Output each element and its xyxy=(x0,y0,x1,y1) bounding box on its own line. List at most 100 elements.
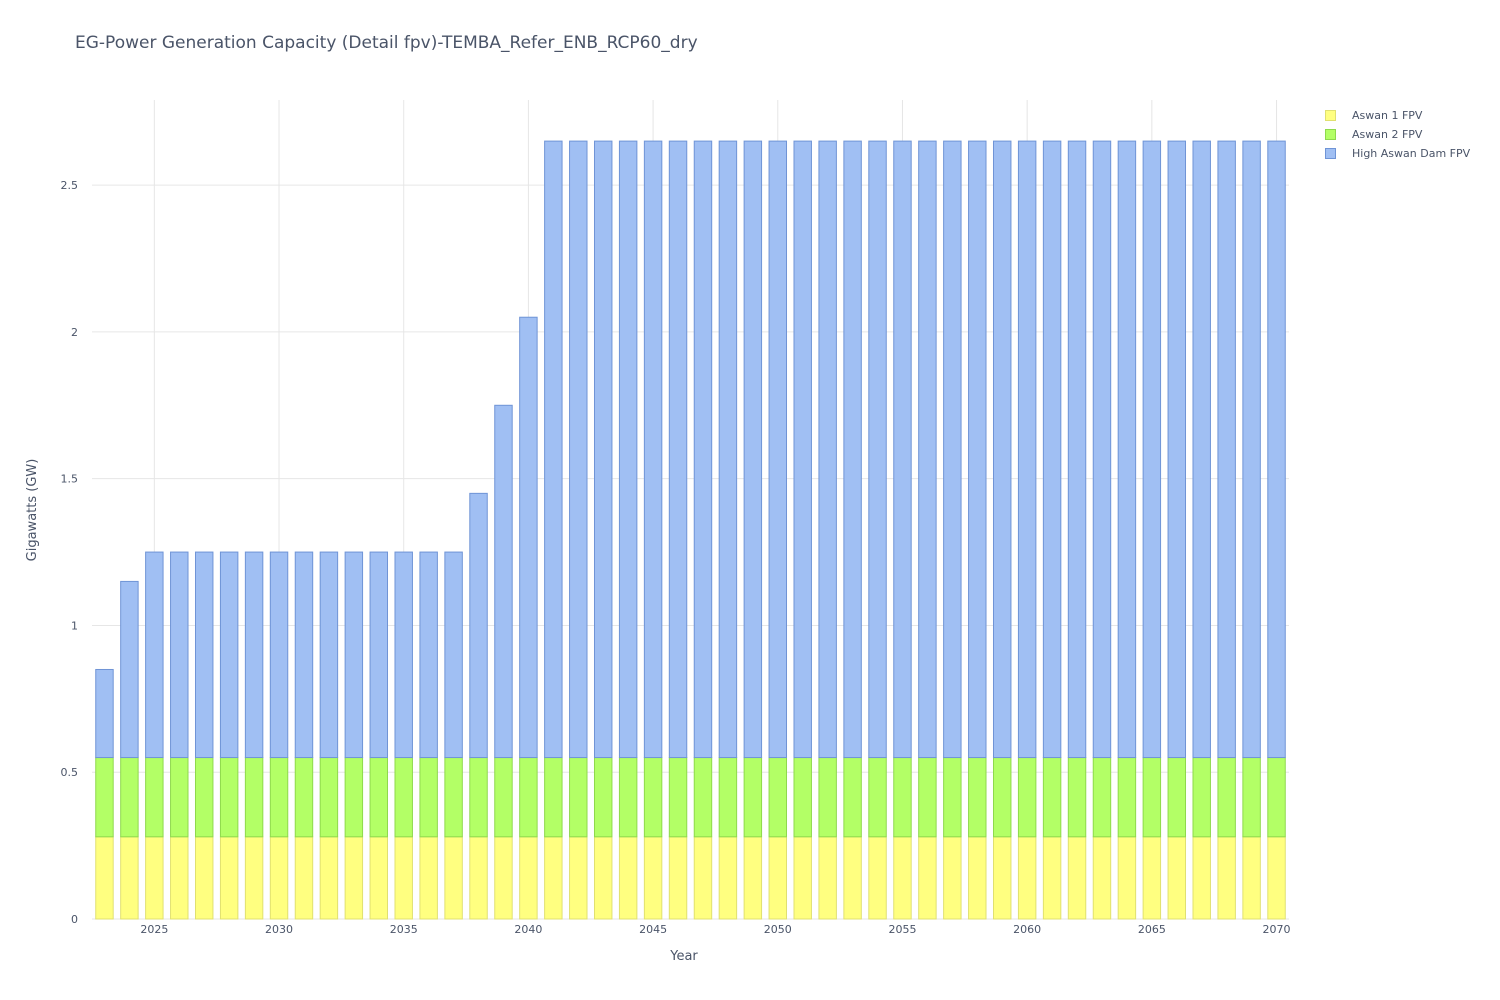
bar-aswan-1-fpv-2041[interactable] xyxy=(544,836,563,920)
bar-aswan-1-fpv-2038[interactable] xyxy=(469,836,488,920)
bar-aswan-1-fpv-2063[interactable] xyxy=(1092,836,1112,920)
bar-aswan-1-fpv-2059[interactable] xyxy=(992,836,1012,920)
bar-aswan-2-fpv-2052[interactable] xyxy=(818,757,837,838)
bar-aswan-1-fpv-2061[interactable] xyxy=(1042,836,1062,920)
bar-high-aswan-dam-fpv-2045[interactable] xyxy=(643,140,663,759)
bar-aswan-1-fpv-2069[interactable] xyxy=(1242,836,1261,920)
bar-aswan-1-fpv-2055[interactable] xyxy=(893,836,912,920)
bar-aswan-1-fpv-2051[interactable] xyxy=(793,836,812,920)
bar-aswan-1-fpv-2023[interactable] xyxy=(95,836,114,920)
bar-aswan-2-fpv-2028[interactable] xyxy=(219,757,239,838)
bar-aswan-2-fpv-2045[interactable] xyxy=(643,757,663,838)
bar-aswan-1-fpv-2067[interactable] xyxy=(1192,836,1211,920)
bar-high-aswan-dam-fpv-2047[interactable] xyxy=(693,140,713,759)
bar-high-aswan-dam-fpv-2040[interactable] xyxy=(519,316,538,759)
bar-high-aswan-dam-fpv-2054[interactable] xyxy=(868,140,887,759)
bar-high-aswan-dam-fpv-2070[interactable] xyxy=(1267,140,1286,759)
bar-aswan-1-fpv-2025[interactable] xyxy=(145,836,164,920)
bar-aswan-1-fpv-2027[interactable] xyxy=(194,836,214,920)
bar-high-aswan-dam-fpv-2035[interactable] xyxy=(394,551,413,759)
bar-aswan-1-fpv-2047[interactable] xyxy=(693,836,713,920)
bar-aswan-2-fpv-2047[interactable] xyxy=(693,757,713,838)
bar-aswan-2-fpv-2069[interactable] xyxy=(1242,757,1261,838)
bar-aswan-2-fpv-2037[interactable] xyxy=(444,757,463,838)
bar-high-aswan-dam-fpv-2048[interactable] xyxy=(718,140,738,759)
bar-high-aswan-dam-fpv-2034[interactable] xyxy=(369,551,389,759)
bar-aswan-2-fpv-2062[interactable] xyxy=(1067,757,1087,838)
bar-high-aswan-dam-fpv-2031[interactable] xyxy=(294,551,314,759)
bar-high-aswan-dam-fpv-2033[interactable] xyxy=(344,551,364,759)
bar-aswan-2-fpv-2023[interactable] xyxy=(95,757,114,838)
bar-aswan-2-fpv-2049[interactable] xyxy=(743,757,763,838)
bar-aswan-2-fpv-2068[interactable] xyxy=(1217,757,1236,838)
bar-aswan-2-fpv-2064[interactable] xyxy=(1117,757,1137,838)
bar-high-aswan-dam-fpv-2044[interactable] xyxy=(618,140,638,759)
bar-aswan-1-fpv-2039[interactable] xyxy=(494,836,513,920)
bar-aswan-2-fpv-2043[interactable] xyxy=(593,757,613,838)
bar-high-aswan-dam-fpv-2067[interactable] xyxy=(1192,140,1211,759)
bar-aswan-2-fpv-2063[interactable] xyxy=(1092,757,1112,838)
bar-aswan-2-fpv-2031[interactable] xyxy=(294,757,314,838)
bar-aswan-1-fpv-2031[interactable] xyxy=(294,836,314,920)
bar-aswan-2-fpv-2067[interactable] xyxy=(1192,757,1211,838)
bar-aswan-2-fpv-2036[interactable] xyxy=(419,757,438,838)
bar-aswan-1-fpv-2035[interactable] xyxy=(394,836,413,920)
bar-high-aswan-dam-fpv-2039[interactable] xyxy=(494,404,513,759)
bar-aswan-2-fpv-2040[interactable] xyxy=(519,757,538,838)
bar-aswan-2-fpv-2046[interactable] xyxy=(668,757,688,838)
bar-aswan-2-fpv-2059[interactable] xyxy=(992,757,1012,838)
bar-high-aswan-dam-fpv-2026[interactable] xyxy=(170,551,189,759)
bar-aswan-2-fpv-2029[interactable] xyxy=(244,757,264,838)
bar-high-aswan-dam-fpv-2065[interactable] xyxy=(1142,140,1162,759)
bar-high-aswan-dam-fpv-2050[interactable] xyxy=(768,140,788,759)
bar-aswan-1-fpv-2046[interactable] xyxy=(668,836,688,920)
legend-item-high-aswan-dam-fpv[interactable]: High Aswan Dam FPV xyxy=(1325,144,1470,163)
bar-aswan-2-fpv-2026[interactable] xyxy=(170,757,189,838)
bar-aswan-1-fpv-2026[interactable] xyxy=(170,836,189,920)
bar-high-aswan-dam-fpv-2053[interactable] xyxy=(843,140,862,759)
bar-aswan-1-fpv-2052[interactable] xyxy=(818,836,837,920)
bar-high-aswan-dam-fpv-2046[interactable] xyxy=(668,140,688,759)
bar-high-aswan-dam-fpv-2038[interactable] xyxy=(469,492,488,759)
bar-high-aswan-dam-fpv-2068[interactable] xyxy=(1217,140,1236,759)
bar-aswan-1-fpv-2029[interactable] xyxy=(244,836,264,920)
bar-aswan-1-fpv-2040[interactable] xyxy=(519,836,538,920)
bar-aswan-2-fpv-2050[interactable] xyxy=(768,757,788,838)
bar-aswan-2-fpv-2025[interactable] xyxy=(145,757,164,838)
bar-aswan-1-fpv-2065[interactable] xyxy=(1142,836,1162,920)
bar-aswan-2-fpv-2051[interactable] xyxy=(793,757,812,838)
bar-high-aswan-dam-fpv-2056[interactable] xyxy=(918,140,937,759)
bar-high-aswan-dam-fpv-2030[interactable] xyxy=(269,551,289,759)
bar-aswan-1-fpv-2036[interactable] xyxy=(419,836,438,920)
legend-item-aswan-1-fpv[interactable]: Aswan 1 FPV xyxy=(1325,106,1470,125)
legend-item-aswan-2-fpv[interactable]: Aswan 2 FPV xyxy=(1325,125,1470,144)
bar-high-aswan-dam-fpv-2052[interactable] xyxy=(818,140,837,759)
bar-high-aswan-dam-fpv-2059[interactable] xyxy=(992,140,1012,759)
bar-aswan-2-fpv-2065[interactable] xyxy=(1142,757,1162,838)
bar-high-aswan-dam-fpv-2023[interactable] xyxy=(95,668,114,759)
bar-high-aswan-dam-fpv-2055[interactable] xyxy=(893,140,912,759)
bar-aswan-1-fpv-2050[interactable] xyxy=(768,836,788,920)
bar-aswan-1-fpv-2049[interactable] xyxy=(743,836,763,920)
bar-aswan-2-fpv-2038[interactable] xyxy=(469,757,488,838)
bar-aswan-1-fpv-2053[interactable] xyxy=(843,836,862,920)
bar-aswan-2-fpv-2048[interactable] xyxy=(718,757,738,838)
bar-aswan-1-fpv-2070[interactable] xyxy=(1267,836,1286,920)
bar-aswan-1-fpv-2064[interactable] xyxy=(1117,836,1137,920)
bar-high-aswan-dam-fpv-2066[interactable] xyxy=(1167,140,1187,759)
bar-aswan-1-fpv-2034[interactable] xyxy=(369,836,389,920)
bar-high-aswan-dam-fpv-2063[interactable] xyxy=(1092,140,1112,759)
bar-aswan-1-fpv-2032[interactable] xyxy=(319,836,339,920)
bar-high-aswan-dam-fpv-2027[interactable] xyxy=(194,551,214,759)
bar-aswan-2-fpv-2032[interactable] xyxy=(319,757,339,838)
bar-high-aswan-dam-fpv-2061[interactable] xyxy=(1042,140,1062,759)
bar-aswan-1-fpv-2030[interactable] xyxy=(269,836,289,920)
bar-aswan-2-fpv-2027[interactable] xyxy=(194,757,214,838)
bar-aswan-2-fpv-2035[interactable] xyxy=(394,757,413,838)
bar-high-aswan-dam-fpv-2058[interactable] xyxy=(968,140,987,759)
bar-high-aswan-dam-fpv-2051[interactable] xyxy=(793,140,812,759)
bar-aswan-1-fpv-2033[interactable] xyxy=(344,836,364,920)
bar-high-aswan-dam-fpv-2028[interactable] xyxy=(219,551,239,759)
bar-aswan-1-fpv-2044[interactable] xyxy=(618,836,638,920)
bar-high-aswan-dam-fpv-2037[interactable] xyxy=(444,551,463,759)
